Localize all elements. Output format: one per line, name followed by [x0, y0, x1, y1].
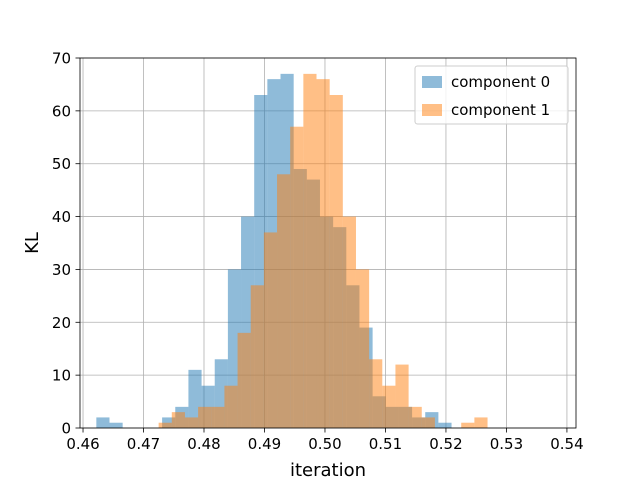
y-tick-label: 20	[52, 314, 71, 332]
bar-series-1	[461, 422, 475, 428]
bar-series-1	[382, 385, 396, 428]
bar-series-1	[342, 216, 356, 428]
y-axis-label: KL	[22, 232, 43, 254]
y-tick-label: 60	[52, 102, 71, 120]
plot-frame	[79, 57, 577, 429]
bar-series-1	[171, 412, 185, 428]
histogram-bars	[96, 73, 488, 429]
bar-series-1	[277, 174, 291, 428]
bar-series-1	[316, 79, 330, 429]
bar-series-1	[184, 417, 199, 428]
x-tick-label: 0.47	[127, 435, 160, 453]
bar-series-1	[395, 364, 409, 428]
x-tick-label: 0.46	[66, 435, 99, 453]
bar-series-1	[290, 126, 304, 428]
y-tick-label: 30	[52, 261, 71, 279]
bar-series-1	[211, 406, 225, 428]
x-tick-label: 0.48	[187, 435, 220, 453]
bar-series-1	[263, 232, 278, 428]
x-tick-label: 0.51	[369, 435, 402, 453]
y-tick-label: 10	[52, 367, 71, 385]
bar-series-0	[96, 417, 110, 428]
bar-series-1	[158, 422, 172, 428]
x-tick-label: 0.49	[248, 435, 281, 453]
x-tick-label: 0.50	[308, 435, 341, 453]
axis-ticks: 0.46 0.47 0.48 0.49 0.50 0.51 0.52 0.53 0.54 0 10 2…	[52, 50, 584, 454]
bar-series-1	[303, 73, 317, 428]
y-tick-label: 40	[52, 208, 71, 226]
bar-series-0	[438, 422, 452, 428]
bar-series-1	[421, 417, 435, 428]
x-axis-label: iteration	[290, 460, 366, 480]
bar-series-1	[250, 285, 264, 428]
bar-series-1	[237, 332, 251, 428]
bar-series-1	[329, 95, 343, 428]
legend: component 0 component 1	[414, 65, 569, 125]
bar-series-1	[355, 269, 370, 428]
bar-series-0	[109, 422, 123, 428]
bar-series-1	[474, 417, 488, 428]
y-tick-label: 70	[52, 50, 71, 68]
bar-series-1	[408, 406, 422, 428]
bar-series-1	[198, 406, 212, 428]
legend-swatch	[422, 76, 442, 88]
x-tick-label: 0.52	[429, 435, 462, 453]
bar-series-1	[369, 359, 383, 428]
legend-swatch	[422, 104, 442, 116]
legend-label: component 0	[451, 73, 550, 91]
legend-box	[414, 65, 569, 125]
y-tick-label: 50	[52, 155, 71, 173]
bar-series-1	[224, 385, 238, 428]
y-tick-label: 0	[61, 420, 71, 438]
legend-label: component 1	[451, 101, 550, 119]
x-tick-label: 0.54	[550, 435, 583, 453]
x-tick-label: 0.53	[490, 435, 523, 453]
